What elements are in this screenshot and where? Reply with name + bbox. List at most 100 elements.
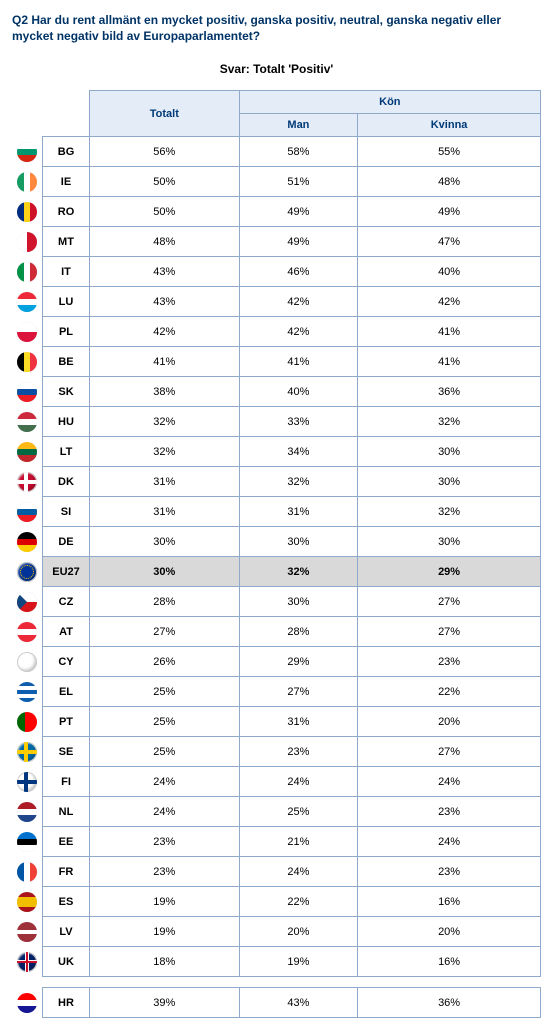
value-man: 27% <box>239 677 358 707</box>
value-total: 32% <box>90 407 240 437</box>
value-man: 42% <box>239 317 358 347</box>
table-row: DE30%30%30% <box>12 527 541 557</box>
value-woman: 23% <box>358 857 541 887</box>
table-row: SE25%23%27% <box>12 737 541 767</box>
flag-cell <box>12 677 43 707</box>
table-row: SI31%31%32% <box>12 497 541 527</box>
value-total: 23% <box>90 827 240 857</box>
value-man: 31% <box>239 707 358 737</box>
table-row: CZ28%30%27% <box>12 587 541 617</box>
table-row: LT32%34%30% <box>12 437 541 467</box>
flag-cell <box>12 887 43 917</box>
value-total: 26% <box>90 647 240 677</box>
country-code: EE <box>43 827 90 857</box>
value-woman: 30% <box>358 437 541 467</box>
country-code: LU <box>43 287 90 317</box>
value-total: 27% <box>90 617 240 647</box>
value-woman: 23% <box>358 647 541 677</box>
flag-icon <box>17 172 37 192</box>
country-code: SI <box>43 497 90 527</box>
value-woman: 20% <box>358 707 541 737</box>
flag-icon <box>17 652 37 672</box>
flag-icon <box>17 322 37 342</box>
table-row: BE41%41%41% <box>12 347 541 377</box>
country-code: RO <box>43 197 90 227</box>
value-woman: 41% <box>358 317 541 347</box>
value-man: 30% <box>239 527 358 557</box>
country-code: UK <box>43 947 90 977</box>
value-woman: 49% <box>358 197 541 227</box>
table-row: IT43%46%40% <box>12 257 541 287</box>
answer-subtitle: Svar: Totalt 'Positiv' <box>12 62 541 76</box>
value-man: 41% <box>239 347 358 377</box>
flag-cell <box>12 827 43 857</box>
value-woman: 42% <box>358 287 541 317</box>
flag-icon <box>17 142 37 162</box>
value-man: 24% <box>239 857 358 887</box>
value-woman: 32% <box>358 497 541 527</box>
flag-icon <box>17 772 37 792</box>
flag-icon <box>17 532 37 552</box>
table-row: EE23%21%24% <box>12 827 541 857</box>
question-title: Q2 Har du rent allmänt en mycket positiv… <box>12 12 541 44</box>
flag-icon <box>17 412 37 432</box>
value-woman: 27% <box>358 737 541 767</box>
flag-cell <box>12 197 43 227</box>
value-woman: 22% <box>358 677 541 707</box>
flag-cell <box>12 557 43 587</box>
value-total: 43% <box>90 287 240 317</box>
value-woman: 40% <box>358 257 541 287</box>
value-man: 58% <box>239 137 358 167</box>
value-total: 56% <box>90 137 240 167</box>
value-total: 24% <box>90 797 240 827</box>
flag-cell <box>12 797 43 827</box>
value-woman: 47% <box>358 227 541 257</box>
value-man: 42% <box>239 287 358 317</box>
country-code: ES <box>43 887 90 917</box>
table-row: ES19%22%16% <box>12 887 541 917</box>
value-total: 50% <box>90 167 240 197</box>
value-woman: 20% <box>358 917 541 947</box>
results-table: Totalt Kön Man Kvinna BG56%58%55%IE50%51… <box>12 90 541 1018</box>
country-code: NL <box>43 797 90 827</box>
flag-cell <box>12 917 43 947</box>
value-total: 25% <box>90 677 240 707</box>
flag-cell <box>12 587 43 617</box>
table-header: Totalt Kön Man Kvinna <box>12 91 541 137</box>
value-woman: 24% <box>358 827 541 857</box>
value-man: 40% <box>239 377 358 407</box>
value-total: 30% <box>90 557 240 587</box>
country-code: DE <box>43 527 90 557</box>
value-total: 23% <box>90 857 240 887</box>
country-code: EL <box>43 677 90 707</box>
flag-icon <box>17 922 37 942</box>
value-total: 28% <box>90 587 240 617</box>
country-code: SE <box>43 737 90 767</box>
table-row: AT27%28%27% <box>12 617 541 647</box>
country-code: CZ <box>43 587 90 617</box>
flag-cell <box>12 257 43 287</box>
table-row: EU2730%32%29% <box>12 557 541 587</box>
col-total: Totalt <box>90 91 240 137</box>
value-woman: 55% <box>358 137 541 167</box>
value-total: 48% <box>90 227 240 257</box>
value-man: 21% <box>239 827 358 857</box>
flag-cell <box>12 317 43 347</box>
flag-icon <box>17 382 37 402</box>
table-row: RO50%49%49% <box>12 197 541 227</box>
value-total: 25% <box>90 707 240 737</box>
country-code: HR <box>43 988 90 1018</box>
value-woman: 48% <box>358 167 541 197</box>
country-code: PT <box>43 707 90 737</box>
value-total: 42% <box>90 317 240 347</box>
country-code: HU <box>43 407 90 437</box>
value-woman: 16% <box>358 947 541 977</box>
flag-cell <box>12 947 43 977</box>
flag-cell <box>12 467 43 497</box>
value-woman: 30% <box>358 527 541 557</box>
flag-icon <box>17 472 37 492</box>
value-man: 28% <box>239 617 358 647</box>
country-code: AT <box>43 617 90 647</box>
col-woman: Kvinna <box>358 114 541 137</box>
country-code: EU27 <box>43 557 90 587</box>
